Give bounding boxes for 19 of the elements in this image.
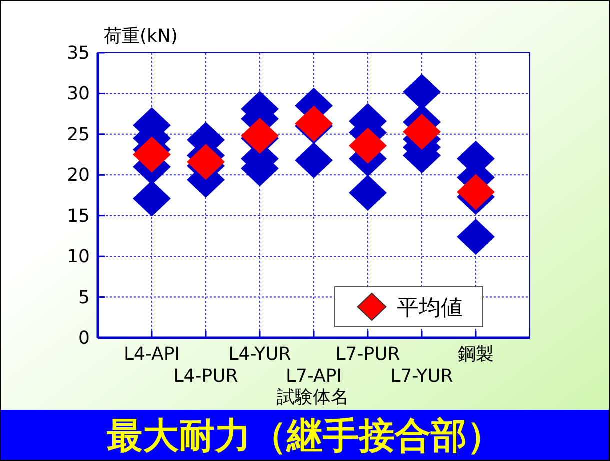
legend-label: 平均値 (397, 296, 463, 321)
x-tick-label: L4-PUR (174, 366, 238, 387)
text: 最大耐力（継手接合部） (107, 416, 503, 457)
y-tick-label: 15 (67, 206, 90, 227)
x-tick-label: L4-YUR (228, 344, 292, 365)
y-tick-label: 0 (78, 328, 90, 349)
y-tick-label: 10 (67, 246, 90, 268)
x-tick-label: L4-API (124, 344, 180, 365)
x-tick-label: L7-API (286, 366, 342, 387)
y-axis-title: 荷重(kN) (104, 26, 178, 47)
y-tick-label: 25 (67, 124, 90, 146)
y-tick-label: 20 (67, 165, 90, 186)
x-axis-title: 試験体名 (277, 387, 349, 408)
y-tick-label: 35 (67, 43, 90, 64)
y-tick-label: 30 (67, 84, 90, 105)
x-tick-label: L7-PUR (336, 344, 400, 365)
x-tick-label: 鋼製 (458, 344, 494, 365)
x-tick-label: L7-YUR (390, 366, 454, 387)
y-tick-label: 5 (78, 287, 90, 308)
